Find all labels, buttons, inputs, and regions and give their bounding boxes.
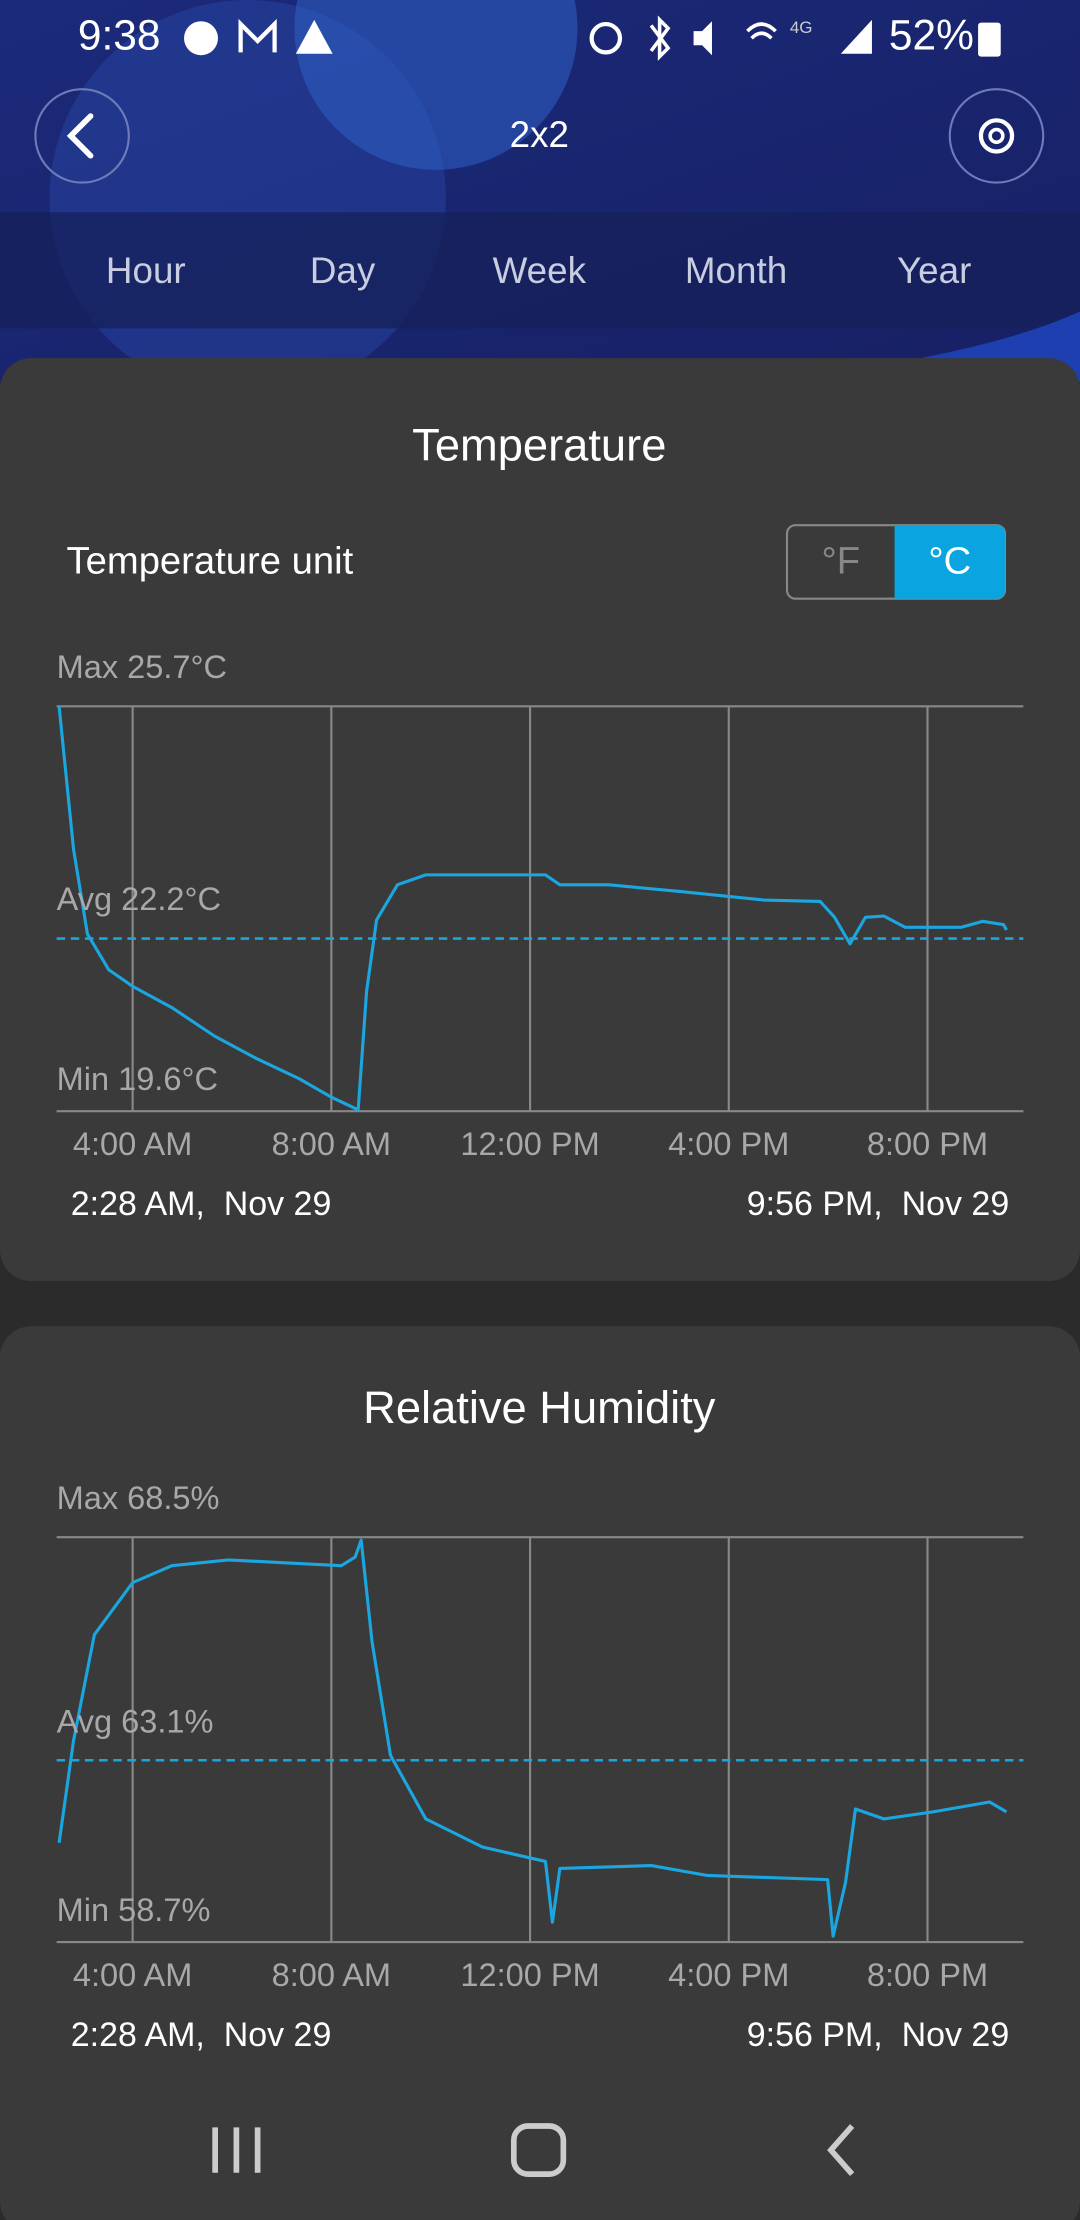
header-title: 2x2 [510, 114, 569, 155]
end-time: 9:56 PM, Nov 29 [747, 2016, 1009, 2054]
icon [589, 21, 623, 55]
icon [184, 21, 218, 56]
tab-bar [0, 212, 1080, 329]
data-line [57, 1538, 1008, 1938]
x-tick-label: 4:00 AM [73, 1126, 192, 1162]
start-time: 2:28 AM, Nov 29 [71, 1185, 332, 1223]
end-time: 9:56 PM, Nov 29 [747, 1185, 1009, 1223]
tab[interactable]: Week [493, 250, 587, 291]
min-label: Min 19.6°C [57, 1061, 218, 1097]
avg-label: Avg 63.1% [57, 1704, 214, 1740]
avg-label: Avg 22.2°C [57, 881, 221, 917]
x-tick-label: 8:00 AM [272, 1957, 391, 1993]
status-time: 9:38 [78, 11, 161, 58]
unit-label: Temperature unit [67, 539, 354, 582]
tab[interactable]: Month [685, 250, 787, 291]
decor [294, 0, 578, 170]
nav-home[interactable] [510, 2123, 567, 2177]
unit-selected [894, 525, 1005, 599]
icon [746, 22, 777, 40]
start-time: 2:28 AM, Nov 29 [71, 2016, 332, 2054]
icon [295, 19, 333, 54]
settings-icon [978, 118, 1015, 154]
x-tick-label: 4:00 PM [668, 1957, 789, 1993]
icon [649, 15, 671, 61]
tab[interactable]: Year [897, 250, 971, 291]
chart-title: Temperature [412, 420, 666, 471]
data-line [57, 706, 1008, 1112]
settings-button[interactable] [948, 88, 1045, 184]
x-tick-label: 8:00 AM [272, 1126, 391, 1162]
charts: Temperature Max 25.7°C 4:00 AM 8:00 AM 12:00… [56, 420, 1024, 2054]
x-tick-label: 12:00 PM [460, 1126, 599, 1162]
x-tick-label: 8:00 PM [867, 1957, 988, 1993]
icon [693, 21, 712, 56]
max-label: Max 68.5% [57, 1480, 220, 1516]
nav-bar [212, 2123, 855, 2177]
unit-option[interactable]: °F [821, 539, 860, 582]
back-icon [66, 113, 94, 159]
status-battery: 52% [889, 11, 974, 58]
icon [238, 18, 277, 53]
x-tick-label: 12:00 PM [460, 1957, 599, 1993]
tab[interactable]: Hour [106, 250, 186, 291]
status-network: 4G [790, 18, 813, 37]
max-label: Max 25.7°C [57, 649, 227, 685]
x-tick-label: 8:00 PM [867, 1126, 988, 1162]
min-label: Min 58.7% [57, 1892, 211, 1928]
tabs: Hour Day Week Month Year [106, 250, 971, 291]
card [0, 358, 1080, 1281]
unit-option[interactable]: °C [928, 539, 971, 582]
card [0, 1326, 1080, 2220]
x-tick-label: 4:00 PM [668, 1126, 789, 1162]
nav-recent[interactable] [212, 2127, 261, 2173]
settings-icon [988, 127, 1005, 145]
back-button[interactable] [34, 88, 130, 184]
nav-back[interactable] [827, 2124, 855, 2177]
tab[interactable]: Day [310, 250, 376, 291]
x-tick-label: 4:00 AM [73, 1957, 192, 1993]
chart-title: Relative Humidity [363, 1382, 716, 1433]
icon [978, 22, 1001, 57]
